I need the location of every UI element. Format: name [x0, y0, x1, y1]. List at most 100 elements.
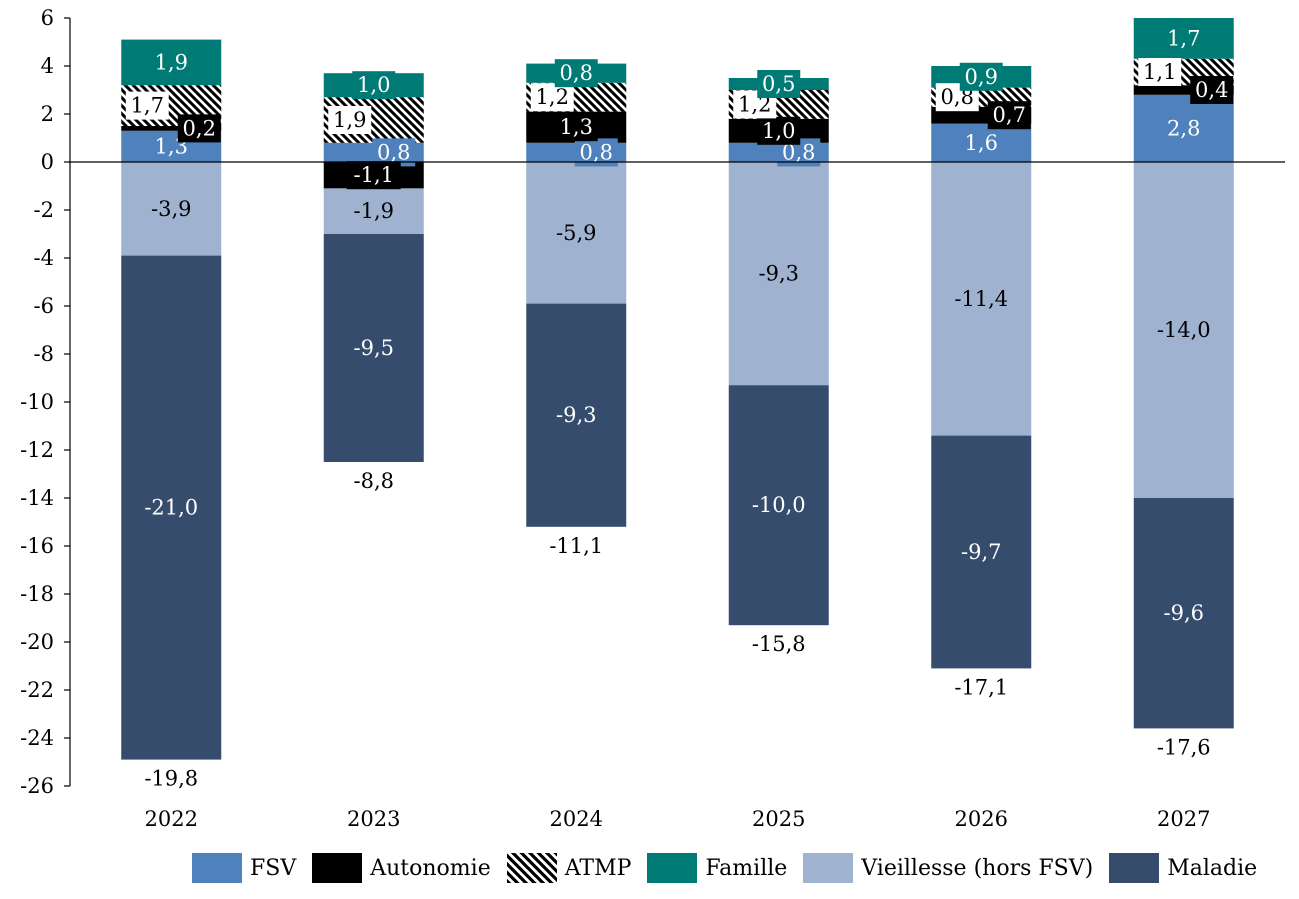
- bar-value-label: 0,8: [580, 140, 613, 164]
- bar-label-bg: [328, 106, 372, 134]
- bar-value-label: -11,4: [954, 287, 1008, 311]
- y-tick-label: -14: [20, 486, 54, 510]
- y-tick-label: -18: [20, 582, 54, 606]
- bar-total-label: -19,8: [144, 767, 198, 791]
- bar-value-label: 1,0: [762, 119, 795, 143]
- bar-label-bg: [1138, 58, 1182, 86]
- bar-value-label: 0,8: [377, 140, 410, 164]
- legend-label: Vieillesse (hors FSV): [861, 855, 1094, 881]
- bar-value-label: 1,7: [131, 94, 164, 118]
- x-category-label: 2025: [752, 807, 805, 831]
- bar-label-bg: [177, 114, 221, 143]
- bar-value-label: 1,7: [1167, 26, 1200, 50]
- y-tick-label: -10: [20, 390, 54, 414]
- y-tick-label: -16: [20, 534, 54, 558]
- bar-value-label: 0,8: [560, 61, 593, 85]
- bar-label-bg: [757, 116, 801, 145]
- bar-maladie-2027: [1133, 498, 1234, 729]
- x-category-label: 2027: [1157, 807, 1210, 831]
- bar-total-label: -17,1: [954, 675, 1008, 699]
- bar-maladie-2023: [323, 234, 424, 462]
- bar-value-label: 1,6: [965, 131, 998, 155]
- bar-total-label: -15,8: [752, 632, 806, 656]
- bar-maladie-2022: [121, 255, 222, 760]
- legend-swatch: [803, 853, 854, 883]
- y-tick-label: -22: [20, 678, 54, 702]
- legend-item: ATMP: [506, 853, 632, 883]
- bar-autonomie-2022: [121, 126, 222, 131]
- bar-value-label: -1,1: [354, 163, 395, 187]
- stacked-bar-chart: -26-24-22-20-18-16-14-12-10-8-6-4-202462…: [20, 6, 1285, 831]
- bar-value-label: -21,0: [144, 496, 198, 520]
- bar-value-label: -1,9: [354, 199, 395, 223]
- bar-label-bg: [530, 83, 574, 112]
- bar-label-bg: [346, 161, 401, 190]
- legend-label: Maladie: [1167, 855, 1258, 881]
- bar-vieillesse-hors-fsv--2027: [1133, 162, 1234, 498]
- bar-label-bg: [352, 71, 396, 100]
- bar-vieillesse-hors-fsv--2022: [121, 162, 222, 256]
- bar-vieillesse-hors-fsv--2026: [931, 162, 1032, 436]
- bar-maladie-2025: [728, 385, 829, 626]
- bar-label-bg: [1190, 76, 1234, 104]
- bar-value-label: 1,2: [536, 85, 569, 109]
- x-category-label: 2022: [145, 807, 198, 831]
- legend-swatch: [1109, 853, 1160, 883]
- bar-value-label: 0,4: [1195, 78, 1228, 102]
- legend-swatch: [647, 853, 698, 883]
- x-category-label: 2023: [347, 807, 400, 831]
- bar-value-label: 0,7: [993, 103, 1026, 127]
- bar-label-bg: [554, 59, 598, 88]
- bar-maladie-2024: [526, 303, 627, 527]
- legend-label: Autonomie: [370, 855, 491, 881]
- bar-value-label: 0,2: [183, 116, 216, 140]
- legend-item: Famille: [647, 853, 787, 883]
- bar-label-bg: [554, 113, 598, 142]
- bar-label-bg: [1162, 114, 1206, 143]
- bar-value-label: -14,0: [1157, 318, 1211, 342]
- bar-label-bg: [959, 62, 1003, 91]
- legend-swatch: [506, 853, 557, 883]
- bar-vieillesse-hors-fsv--2024: [526, 162, 627, 304]
- bar-label-bg: [987, 101, 1031, 130]
- y-tick-label: 0: [41, 150, 54, 174]
- bar-label-bg: [757, 70, 801, 98]
- legend-label: ATMP: [564, 855, 632, 881]
- legend-item: FSV: [192, 853, 296, 883]
- bar-label-bg: [1162, 24, 1206, 53]
- y-tick-label: 2: [41, 102, 54, 126]
- bar-value-label: 2,8: [1167, 116, 1200, 140]
- y-tick-label: -8: [34, 342, 54, 366]
- y-tick-label: 4: [41, 54, 54, 78]
- legend-item: Vieillesse (hors FSV): [803, 853, 1093, 883]
- y-tick-label: -6: [34, 294, 54, 318]
- bar-label-bg: [125, 91, 169, 120]
- legend-label: FSV: [250, 855, 297, 881]
- bar-value-label: -5,9: [556, 221, 597, 245]
- bar-vieillesse-hors-fsv--2025: [728, 162, 829, 386]
- bar-value-label: -10,0: [752, 493, 806, 517]
- bar-value-label: 1,9: [333, 108, 366, 132]
- bar-value-label: -9,7: [961, 540, 1002, 564]
- y-tick-label: -20: [20, 630, 54, 654]
- x-category-label: 2024: [550, 807, 603, 831]
- bar-total-label: -17,6: [1157, 735, 1211, 759]
- legend: FSV Autonomie ATMP Famille Vieillesse (hors …: [192, 852, 1273, 884]
- legend-swatch: [192, 853, 242, 883]
- bar-value-label: 1,3: [560, 115, 593, 139]
- y-tick-label: -24: [20, 726, 54, 750]
- bar-value-label: -9,3: [759, 262, 800, 286]
- bar-vieillesse-hors-fsv--2023: [323, 188, 424, 234]
- y-tick-label: 6: [41, 6, 54, 30]
- bar-value-label: -9,3: [556, 403, 597, 427]
- legend-item: Maladie: [1109, 853, 1257, 883]
- bar-value-label: -9,6: [1164, 601, 1205, 625]
- y-tick-label: -2: [34, 198, 54, 222]
- x-category-label: 2026: [955, 807, 1008, 831]
- legend-swatch: [312, 853, 363, 883]
- bar-label-bg: [149, 48, 193, 77]
- legend-item: Autonomie: [312, 853, 491, 883]
- bar-autonomie-2027: [1133, 85, 1234, 95]
- bar-label-bg: [959, 128, 1003, 157]
- bar-value-label: 1,1: [1143, 60, 1176, 84]
